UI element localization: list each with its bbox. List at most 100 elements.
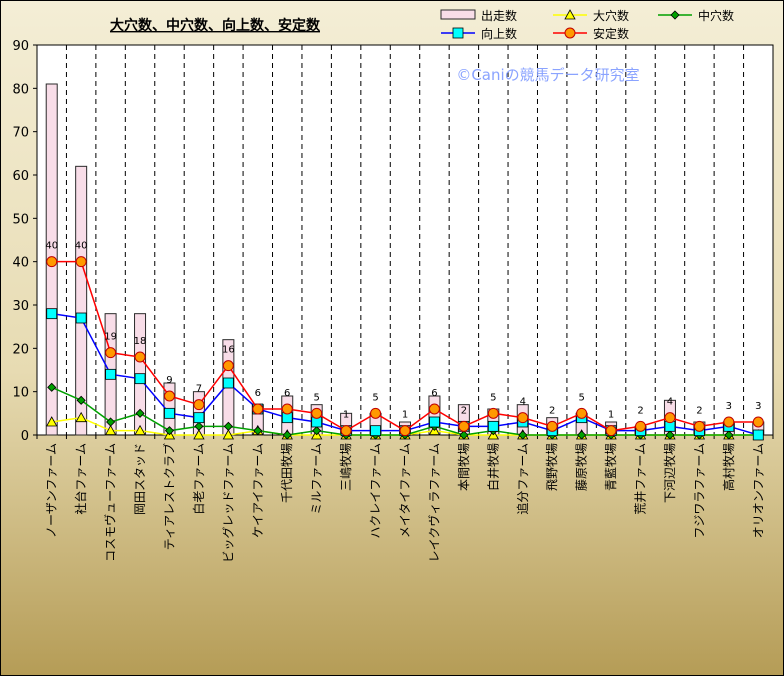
- data-point-向上数: [429, 416, 440, 428]
- y-tick-label: 70: [12, 126, 29, 141]
- data-point-安定数: [193, 399, 205, 411]
- x-tick-label: 白老ファーム: [191, 443, 206, 515]
- data-label: 2: [549, 405, 555, 416]
- x-tick-label: ノーザンファーム: [45, 443, 59, 538]
- legend-label: 出走数: [481, 8, 517, 23]
- x-tick-label: ミルファーム: [310, 443, 324, 515]
- data-point-向上数: [752, 429, 764, 441]
- data-point-大穴数: [46, 416, 58, 427]
- x-tick-label: ハクレイファーム: [369, 443, 383, 539]
- data-point-安定数: [487, 407, 499, 419]
- data-point-中穴数: [312, 426, 322, 436]
- data-label: 6: [431, 388, 437, 399]
- data-point-中穴数: [518, 430, 528, 440]
- data-point-安定数: [311, 407, 323, 419]
- legend-swatch: [440, 9, 476, 20]
- data-point-安定数: [576, 407, 588, 419]
- watermark-text: ©Caniの競馬データ研究室: [456, 66, 639, 84]
- data-label: 3: [726, 401, 732, 412]
- plot-background: [36, 44, 774, 436]
- data-point-安定数: [370, 407, 382, 419]
- x-tick-label: レイクヴィラファーム: [426, 443, 441, 562]
- data-point-大穴数: [104, 424, 117, 436]
- data-label: 5: [490, 392, 496, 403]
- data-label: 40: [45, 241, 58, 252]
- legend-item: 出走数: [440, 8, 517, 23]
- chart-title: 大穴数、中穴数、向上数、安定数: [110, 17, 321, 34]
- data-label: 3: [755, 401, 761, 412]
- x-tick-label: 岡田スタッド: [133, 443, 147, 515]
- y-tick-label: 80: [12, 82, 29, 97]
- x-tick-label: オリオンファーム: [751, 443, 765, 538]
- data-point-安定数: [693, 420, 705, 432]
- data-point-安定数: [723, 416, 735, 428]
- legend-swatch-marker: [452, 27, 464, 39]
- data-point-大穴数: [222, 429, 235, 440]
- data-label: 18: [134, 336, 147, 347]
- x-tick-label: 本間牧場: [457, 443, 471, 491]
- data-label: 5: [372, 392, 378, 403]
- y-tick-label: 10: [12, 386, 29, 401]
- data-point-中穴数: [106, 417, 116, 427]
- x-tick-label: 白井牧場: [485, 443, 500, 491]
- data-point-安定数: [752, 416, 764, 428]
- data-label: 4: [520, 397, 526, 408]
- y-tick-label: 30: [12, 299, 29, 314]
- data-point-安定数: [517, 412, 529, 424]
- data-label: 9: [166, 375, 172, 386]
- data-point-向上数: [46, 308, 58, 320]
- legend-item: 大穴数: [553, 8, 629, 23]
- data-point-向上数: [75, 312, 87, 324]
- data-point-安定数: [458, 420, 470, 432]
- data-point-中穴数: [577, 430, 587, 440]
- data-point-向上数: [105, 368, 116, 380]
- data-point-中穴数: [223, 421, 233, 431]
- data-point-中穴数: [164, 426, 175, 436]
- data-label: 6: [284, 388, 290, 399]
- bar: [75, 165, 88, 436]
- data-point-中穴数: [135, 408, 145, 418]
- data-point-大穴数: [75, 411, 87, 423]
- data-label: 16: [222, 345, 235, 356]
- y-tick-label: 40: [12, 256, 29, 271]
- data-point-中穴数: [194, 421, 204, 431]
- data-point-大穴数: [193, 429, 205, 440]
- data-point-安定数: [222, 360, 234, 372]
- data-label: 2: [461, 405, 467, 416]
- legend-swatch-marker: [564, 27, 576, 39]
- data-point-安定数: [428, 403, 440, 415]
- data-point-中穴数: [724, 430, 734, 440]
- data-label: 1: [402, 410, 408, 421]
- x-tick-label: 荒井ファーム: [634, 443, 648, 515]
- legend-label: 安定数: [593, 26, 629, 41]
- data-point-向上数: [134, 373, 146, 385]
- data-point-中穴数: [76, 395, 86, 405]
- legend-item: 中穴数: [658, 8, 734, 23]
- x-tick-label: フジワラファーム: [692, 443, 706, 539]
- data-label: 5: [578, 392, 584, 403]
- x-tick-label: 藤原牧場: [575, 443, 589, 491]
- x-tick-label: コスモヴューファーム: [103, 443, 118, 562]
- x-tick-label: 追分ファーム: [515, 443, 530, 515]
- legend-swatch-marker: [670, 10, 680, 20]
- data-point-大穴数: [134, 424, 146, 436]
- legend-swatch-marker: [564, 9, 576, 20]
- legend-item: 向上数: [441, 26, 517, 41]
- data-label: 19: [104, 332, 117, 343]
- data-point-中穴数: [253, 426, 263, 436]
- legend-label: 向上数: [481, 26, 517, 41]
- x-tick-label: ケイアイファーム: [251, 443, 265, 538]
- y-tick-label: 90: [12, 39, 29, 54]
- data-point-安定数: [399, 425, 411, 437]
- data-point-向上数: [164, 407, 175, 419]
- data-label: 4: [667, 397, 673, 408]
- x-tick-label: 三嶋牧場: [339, 443, 353, 491]
- data-point-中穴数: [47, 382, 57, 392]
- data-label: 2: [637, 405, 643, 416]
- data-point-安定数: [46, 256, 58, 268]
- data-point-安定数: [163, 390, 175, 402]
- data-point-安定数: [252, 403, 264, 415]
- x-tick-label: ビッグレッドファーム: [221, 443, 235, 563]
